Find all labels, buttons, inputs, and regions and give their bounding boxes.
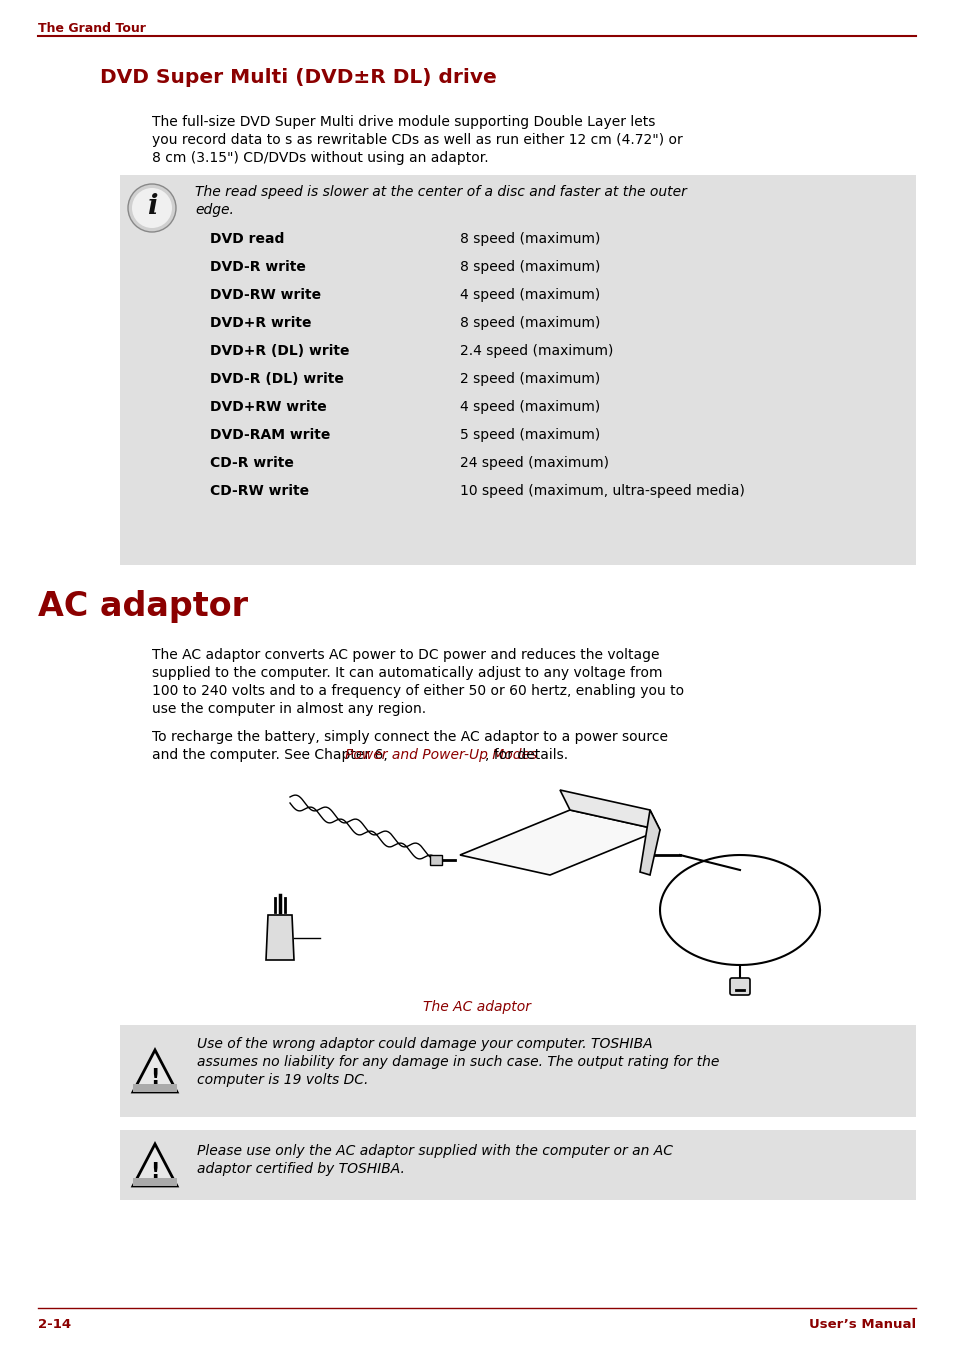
Text: 4 speed (maximum): 4 speed (maximum) xyxy=(459,288,599,301)
Polygon shape xyxy=(132,1051,177,1092)
Text: DVD Super Multi (DVD±R DL) drive: DVD Super Multi (DVD±R DL) drive xyxy=(100,68,497,87)
Text: you record data to s as rewritable CDs as well as run either 12 cm (4.72") or: you record data to s as rewritable CDs a… xyxy=(152,132,682,147)
Text: DVD-R (DL) write: DVD-R (DL) write xyxy=(210,372,343,387)
Text: !: ! xyxy=(151,1068,159,1088)
Text: 2-14: 2-14 xyxy=(38,1318,71,1330)
Polygon shape xyxy=(132,1144,177,1186)
Text: assumes no liability for any damage in such case. The output rating for the: assumes no liability for any damage in s… xyxy=(196,1055,719,1069)
Text: computer is 19 volts DC.: computer is 19 volts DC. xyxy=(196,1073,368,1087)
Bar xyxy=(430,854,441,865)
Bar xyxy=(132,1178,177,1186)
Text: , for details.: , for details. xyxy=(485,748,568,763)
Bar xyxy=(120,174,915,565)
Text: 5 speed (maximum): 5 speed (maximum) xyxy=(459,429,599,442)
Text: 100 to 240 volts and to a frequency of either 50 or 60 hertz, enabling you to: 100 to 240 volts and to a frequency of e… xyxy=(152,684,683,698)
Text: 8 speed (maximum): 8 speed (maximum) xyxy=(459,233,599,246)
Text: 24 speed (maximum): 24 speed (maximum) xyxy=(459,456,608,470)
Polygon shape xyxy=(559,790,659,830)
Text: 2.4 speed (maximum): 2.4 speed (maximum) xyxy=(459,343,613,358)
Circle shape xyxy=(128,184,175,233)
Bar xyxy=(132,1084,177,1092)
Bar xyxy=(120,1130,915,1201)
Text: The read speed is slower at the center of a disc and faster at the outer: The read speed is slower at the center o… xyxy=(194,185,686,199)
Text: i: i xyxy=(147,193,157,220)
Text: adaptor certified by TOSHIBA.: adaptor certified by TOSHIBA. xyxy=(196,1161,404,1176)
Text: CD-R write: CD-R write xyxy=(210,456,294,470)
Text: supplied to the computer. It can automatically adjust to any voltage from: supplied to the computer. It can automat… xyxy=(152,667,661,680)
Text: DVD+R write: DVD+R write xyxy=(210,316,312,330)
Text: 8 speed (maximum): 8 speed (maximum) xyxy=(459,260,599,274)
Polygon shape xyxy=(459,810,659,875)
Text: Please use only the AC adaptor supplied with the computer or an AC: Please use only the AC adaptor supplied … xyxy=(196,1144,672,1159)
Text: 8 cm (3.15") CD/DVDs without using an adaptor.: 8 cm (3.15") CD/DVDs without using an ad… xyxy=(152,151,488,165)
Text: DVD+R (DL) write: DVD+R (DL) write xyxy=(210,343,349,358)
Text: DVD+RW write: DVD+RW write xyxy=(210,400,327,414)
Polygon shape xyxy=(639,810,659,875)
Text: The AC adaptor: The AC adaptor xyxy=(422,1000,531,1014)
Bar xyxy=(120,1025,915,1117)
FancyBboxPatch shape xyxy=(729,977,749,995)
Text: edge.: edge. xyxy=(194,203,233,218)
Text: The Grand Tour: The Grand Tour xyxy=(38,22,146,35)
Text: The full-size DVD Super Multi drive module supporting Double Layer lets: The full-size DVD Super Multi drive modu… xyxy=(152,115,655,128)
Text: and the computer. See Chapter 6,: and the computer. See Chapter 6, xyxy=(152,748,392,763)
Text: !: ! xyxy=(151,1161,159,1182)
Circle shape xyxy=(132,188,172,228)
Text: DVD read: DVD read xyxy=(210,233,284,246)
Text: The AC adaptor converts AC power to DC power and reduces the voltage: The AC adaptor converts AC power to DC p… xyxy=(152,648,659,662)
Text: AC adaptor: AC adaptor xyxy=(38,589,248,623)
Text: 4 speed (maximum): 4 speed (maximum) xyxy=(459,400,599,414)
Text: 8 speed (maximum): 8 speed (maximum) xyxy=(459,316,599,330)
Text: Use of the wrong adaptor could damage your computer. TOSHIBA: Use of the wrong adaptor could damage yo… xyxy=(196,1037,652,1051)
Text: DVD-RW write: DVD-RW write xyxy=(210,288,321,301)
Text: To recharge the battery, simply connect the AC adaptor to a power source: To recharge the battery, simply connect … xyxy=(152,730,667,744)
Text: CD-RW write: CD-RW write xyxy=(210,484,309,498)
Text: 10 speed (maximum, ultra-speed media): 10 speed (maximum, ultra-speed media) xyxy=(459,484,744,498)
Text: DVD-RAM write: DVD-RAM write xyxy=(210,429,330,442)
Text: DVD-R write: DVD-R write xyxy=(210,260,306,274)
Text: 2 speed (maximum): 2 speed (maximum) xyxy=(459,372,599,387)
Text: Power and Power-Up Modes: Power and Power-Up Modes xyxy=(345,748,537,763)
Text: User’s Manual: User’s Manual xyxy=(808,1318,915,1330)
Text: use the computer in almost any region.: use the computer in almost any region. xyxy=(152,702,426,717)
Polygon shape xyxy=(266,915,294,960)
